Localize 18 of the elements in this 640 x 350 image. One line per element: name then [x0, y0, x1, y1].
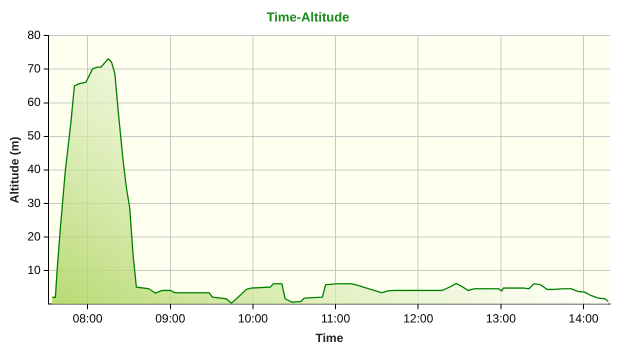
chart-title: Time-Altitude	[266, 9, 350, 24]
y-tick-label: 60	[27, 95, 42, 110]
x-tick-label: 09:00	[155, 312, 186, 326]
y-tick-label: 20	[27, 229, 42, 244]
x-tick-label: 10:00	[238, 312, 268, 326]
y-tick-label: 50	[27, 128, 42, 143]
y-tick-label: 70	[27, 61, 42, 76]
y-axis-title: Altitude (m)	[8, 136, 22, 204]
x-tick-label: 11:00	[321, 312, 350, 326]
x-tick-label: 14:00	[568, 312, 599, 326]
y-tick-label: 30	[27, 196, 42, 210]
y-tick-label: 80	[27, 28, 42, 42]
x-tick-label: 13:00	[486, 312, 516, 326]
y-tick-label: 10	[27, 262, 42, 277]
x-axis-title: Time	[315, 331, 344, 346]
y-tick-label: 40	[27, 162, 42, 176]
x-tick-label: 08:00	[72, 312, 103, 326]
x-tick-label: 12:00	[403, 312, 434, 326]
